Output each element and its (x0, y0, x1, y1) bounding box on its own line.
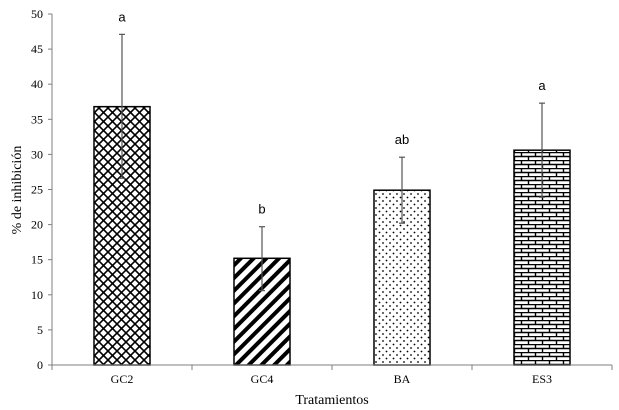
y-tick-label: 35 (31, 112, 43, 126)
y-axis-title: % de inhibición (10, 146, 25, 235)
x-tick-label: BA (394, 372, 411, 386)
y-tick-label: 10 (31, 288, 43, 302)
y-tick-label: 15 (31, 253, 43, 267)
significance-label: a (538, 78, 546, 93)
y-tick-label: 20 (31, 218, 43, 232)
x-tick-label: GC2 (111, 372, 134, 386)
y-tick-label: 45 (31, 42, 43, 56)
y-tick-label: 5 (37, 323, 43, 337)
y-tick-label: 30 (31, 147, 43, 161)
plot-area: 0 5 10 15 20 25 30 35 40 45 50 a GC2 b GC4 ab BA a ES3 (31, 7, 613, 386)
y-tick-label: 40 (31, 77, 43, 91)
significance-label: a (118, 9, 126, 24)
y-tick-label: 25 (31, 183, 43, 197)
y-tick-label: 0 (37, 358, 43, 372)
significance-label: b (258, 202, 265, 217)
x-tick-label: GC4 (251, 372, 274, 386)
x-tick-label: ES3 (532, 372, 552, 386)
y-tick-label: 50 (31, 7, 43, 21)
x-axis-title: Tratamientos (295, 393, 368, 408)
significance-label: ab (395, 132, 409, 147)
